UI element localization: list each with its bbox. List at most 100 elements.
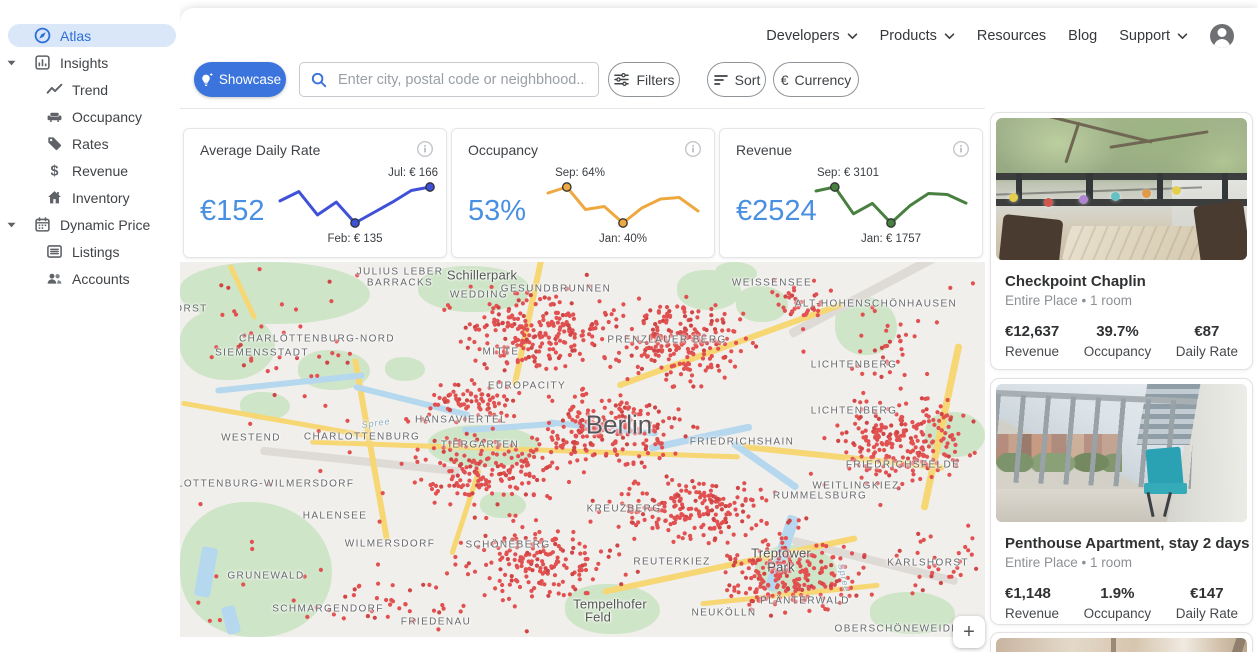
sidebar-item-dynamic-price[interactable]: Dynamic Price <box>0 211 180 238</box>
info-icon[interactable] <box>684 140 702 158</box>
people-icon <box>46 270 63 287</box>
stat-label: Occupancy <box>1083 344 1152 359</box>
user-avatar-icon[interactable] <box>1210 24 1234 48</box>
sidebar-item-label: Insights <box>60 54 109 71</box>
listing-card[interactable] <box>990 632 1253 652</box>
sort-lines-icon <box>713 73 729 87</box>
kpi-value: 53% <box>468 195 527 227</box>
currency-label: Currency <box>794 71 852 88</box>
stat-value: €87 <box>1194 323 1220 340</box>
stat-label: Revenue <box>1005 344 1060 359</box>
sidebar-item-accounts[interactable]: Accounts <box>0 265 180 292</box>
main-content: Developers Products Resources Blog Support S… <box>180 8 1258 652</box>
stat-label: Daily Rate <box>1175 344 1238 359</box>
stat-value: €1,148 <box>1005 585 1051 602</box>
sidebar-item-rates[interactable]: Rates <box>0 130 180 157</box>
kpi-card-revenue: Revenue €2524 Sep: € 3101 Jan: € 1757 <box>719 128 983 258</box>
kpi-sparkline: Sep: 64% Jan: 40% <box>540 155 708 252</box>
trend-line-icon <box>46 81 63 98</box>
svg-text:Sep: € 3101: Sep: € 3101 <box>817 167 879 179</box>
sidebar-item-label: Inventory <box>72 189 130 206</box>
svg-text:Jul: € 166: Jul: € 166 <box>388 167 438 179</box>
listing-stat-occupancy: 1.9% Occupancy <box>1084 585 1152 621</box>
couch-icon <box>46 108 63 125</box>
showcase-label: Showcase <box>218 72 282 87</box>
map-zoom-in-button[interactable]: + <box>953 616 985 648</box>
bar-chart-icon <box>34 54 51 71</box>
kpi-sparkline: Sep: € 3101 Jan: € 1757 <box>808 155 976 252</box>
svg-text:$: $ <box>51 164 59 179</box>
sidebar-item-label: Rates <box>72 135 109 152</box>
stat-value: €12,637 <box>1005 323 1060 340</box>
showcase-button[interactable]: Showcase <box>194 62 286 97</box>
sidebar-item-label: Accounts <box>72 270 130 287</box>
sort-label: Sort <box>734 71 761 88</box>
kpi-title: Revenue <box>736 142 793 158</box>
info-icon[interactable] <box>416 140 434 158</box>
sidebar-item-label: Occupancy <box>72 108 143 125</box>
listing-card[interactable]: Penthouse Apartment, stay 2 days Entire P… <box>990 378 1253 625</box>
listing-title: Checkpoint Chaplin <box>1005 273 1146 290</box>
info-icon[interactable] <box>952 140 970 158</box>
sidebar-item-atlas[interactable]: Atlas <box>0 22 180 49</box>
rooftop-balcony-photo <box>996 384 1247 522</box>
sort-button[interactable]: Sort <box>707 62 766 97</box>
nav-item-support[interactable]: Support <box>1119 28 1188 44</box>
list-icon <box>46 243 63 260</box>
listing-stats: €1,148 Revenue 1.9% Occupancy €147 Daily Rate <box>991 570 1252 621</box>
search-icon <box>310 71 328 89</box>
nav-item-label: Blog <box>1068 28 1098 44</box>
kpi-sparkline: Feb: € 135 Jul: € 166 <box>272 155 440 252</box>
svg-text:Sep: 64%: Sep: 64% <box>555 167 605 179</box>
svg-text:Jan: 40%: Jan: 40% <box>599 233 647 245</box>
stat-label: Daily Rate <box>1175 606 1238 621</box>
nav-item-developers[interactable]: Developers <box>766 28 857 44</box>
sidebar-item-occupancy[interactable]: Occupancy <box>0 103 180 130</box>
sidebar-item-label: Dynamic Price <box>60 216 151 233</box>
svg-text:Feb: € 135: Feb: € 135 <box>328 233 383 245</box>
kpi-title: Average Daily Rate <box>200 142 321 158</box>
listings-panel: Checkpoint Chaplin Entire Place • 1 room €… <box>985 108 1258 652</box>
kpi-value: €2524 <box>736 195 817 227</box>
map[interactable]: JULIUS LEBER BARRACKS Schillerpark WEDDING G… <box>180 262 985 637</box>
filters-label: Filters <box>636 71 675 88</box>
sidebar-item-label: Atlas <box>60 27 92 44</box>
sidebar-item-inventory[interactable]: Inventory <box>0 184 180 211</box>
sidebar-item-label: Revenue <box>72 162 129 179</box>
listing-stat-revenue: €1,148 Revenue <box>1005 585 1059 621</box>
house-icon <box>46 189 63 206</box>
stat-value: 39.7% <box>1096 323 1139 340</box>
listing-subtitle: Entire Place • 1 room <box>1005 555 1133 570</box>
sidebar-item-insights[interactable]: Insights <box>0 49 180 76</box>
nav-item-label: Resources <box>976 28 1047 44</box>
chevron-down-icon[interactable] <box>7 60 16 66</box>
sidebar-item-label: Trend <box>72 81 109 98</box>
stat-value: €147 <box>1190 585 1224 602</box>
listing-dots-layer <box>196 267 979 634</box>
sidebar-item-revenue[interactable]: $ Revenue <box>0 157 180 184</box>
search-input[interactable] <box>336 70 588 89</box>
kpi-card-average-daily-rate: Average Daily Rate €152 Feb: € 135 Jul: € 1… <box>183 128 447 258</box>
top-nav: Developers Products Resources Blog Support <box>766 15 1234 57</box>
chevron-down-icon[interactable] <box>7 222 16 228</box>
nav-item-label: Support <box>1119 28 1170 44</box>
nav-item-resources[interactable]: Resources <box>977 28 1046 44</box>
nav-item-products[interactable]: Products <box>880 28 955 44</box>
search-box <box>299 62 599 97</box>
calendar-icon <box>34 216 51 233</box>
nav-item-label: Products <box>879 28 937 44</box>
balcony-terrace-photo <box>996 118 1247 260</box>
filters-button[interactable]: Filters <box>608 62 680 97</box>
stat-label: Occupancy <box>1083 606 1152 621</box>
stat-value: 1.9% <box>1100 585 1135 602</box>
sidebar-item-label: Listings <box>72 243 120 260</box>
kpi-title: Occupancy <box>468 142 539 158</box>
sidebar-item-listings[interactable]: Listings <box>0 238 180 265</box>
nav-item-blog[interactable]: Blog <box>1068 28 1097 44</box>
listing-subtitle: Entire Place • 1 room <box>1005 293 1133 308</box>
currency-button[interactable]: € Currency <box>773 62 859 97</box>
listing-card[interactable]: Checkpoint Chaplin Entire Place • 1 room €… <box>990 112 1253 370</box>
listing-stats: €12,637 Revenue 39.7% Occupancy €87 Daily Rat… <box>991 308 1252 359</box>
sidebar-item-trend[interactable]: Trend <box>0 76 180 103</box>
nav-item-label: Developers <box>766 28 840 44</box>
